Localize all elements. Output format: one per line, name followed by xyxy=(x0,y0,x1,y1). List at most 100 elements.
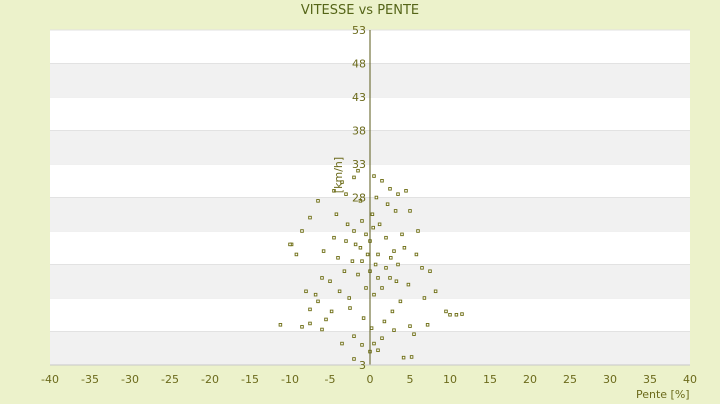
data-point xyxy=(420,266,424,270)
x-tick-label: -40 xyxy=(41,373,59,386)
data-point xyxy=(328,279,332,284)
data-point xyxy=(352,229,356,233)
data-point xyxy=(313,292,318,297)
axes xyxy=(50,30,690,366)
data-point xyxy=(376,252,380,257)
data-point xyxy=(384,266,388,270)
data-point xyxy=(394,279,399,284)
x-tick-label: -5 xyxy=(325,373,336,386)
data-point xyxy=(308,215,312,220)
data-point xyxy=(334,212,339,216)
data-point xyxy=(372,174,376,178)
data-point xyxy=(364,232,368,237)
y-tick-label: 3 xyxy=(359,359,366,372)
data-point xyxy=(376,348,380,353)
data-point xyxy=(370,212,375,216)
data-point xyxy=(376,276,380,280)
data-point xyxy=(406,282,411,287)
data-point xyxy=(408,209,412,213)
y-tick-label: 53 xyxy=(352,24,366,37)
data-point xyxy=(422,296,427,300)
data-point xyxy=(300,229,304,233)
data-point xyxy=(352,357,356,361)
data-point xyxy=(350,259,355,263)
data-point xyxy=(433,289,438,294)
data-point xyxy=(320,327,324,332)
data-point xyxy=(384,235,388,240)
x-tick-label: 35 xyxy=(643,373,657,386)
data-point xyxy=(369,326,374,330)
data-point xyxy=(448,313,452,317)
data-point xyxy=(353,242,358,247)
data-point xyxy=(404,189,408,193)
data-point xyxy=(329,309,334,314)
data-point xyxy=(454,313,459,317)
data-point xyxy=(356,272,360,277)
y-axis-label: [km/h] xyxy=(332,157,345,193)
x-tick-label: 5 xyxy=(407,373,414,386)
data-point xyxy=(316,199,320,203)
y-tick-label: 28 xyxy=(352,192,366,205)
chart-title: VITESSE vs PENTE xyxy=(301,3,419,18)
data-point xyxy=(402,245,407,250)
data-point xyxy=(304,289,308,294)
x-tick-labels: -40 -35 -30 -25 -20 -15 -10 -5 0 5 10 15 20 25 30 35 40 xyxy=(41,373,697,386)
data-point xyxy=(374,195,379,200)
data-point xyxy=(393,209,398,213)
y-tick-label: 43 xyxy=(352,91,366,104)
data-point xyxy=(360,259,364,263)
data-point xyxy=(344,192,348,196)
data-point xyxy=(360,343,364,347)
data-point xyxy=(409,355,414,359)
data-point xyxy=(390,309,395,314)
data-point xyxy=(414,252,419,257)
data-point xyxy=(444,309,448,314)
data-point xyxy=(380,178,384,183)
data-point xyxy=(400,232,404,237)
data-point xyxy=(396,192,400,196)
data-point xyxy=(294,252,299,257)
data-point xyxy=(425,323,430,327)
data-point xyxy=(385,202,390,206)
x-axis-label: Pente [%] xyxy=(636,388,690,400)
data-point xyxy=(308,321,312,326)
data-point xyxy=(300,325,304,329)
data-point xyxy=(278,323,283,327)
data-point xyxy=(380,336,384,340)
data-point xyxy=(352,334,356,338)
data-point xyxy=(365,252,370,257)
data-point xyxy=(371,225,375,230)
data-point xyxy=(340,341,344,346)
data-point xyxy=(340,180,344,184)
data-point xyxy=(388,276,392,280)
data-point xyxy=(288,242,292,247)
data-point xyxy=(336,256,340,260)
x-tick-label: 25 xyxy=(563,373,577,386)
data-point xyxy=(361,316,366,320)
x-tick-label: 40 xyxy=(683,373,697,386)
data-point xyxy=(324,317,328,322)
data-point xyxy=(364,286,368,290)
x-tick-label: 15 xyxy=(483,373,497,386)
data-point xyxy=(352,175,356,180)
data-point xyxy=(345,222,350,227)
y-tick-label: 33 xyxy=(352,158,366,171)
data-point xyxy=(373,262,378,267)
data-point xyxy=(408,324,412,328)
data-point xyxy=(308,307,312,312)
data-point xyxy=(382,319,387,324)
data-point xyxy=(372,341,376,346)
data-point xyxy=(412,332,416,336)
data-point xyxy=(321,249,326,253)
data-point xyxy=(337,289,342,294)
data-point xyxy=(416,229,420,233)
data-point xyxy=(372,292,376,297)
data-point xyxy=(332,235,336,240)
data-point xyxy=(388,187,392,191)
data-point xyxy=(360,219,364,223)
data-point xyxy=(316,299,320,304)
y-tick-label: 48 xyxy=(352,58,366,71)
x-tick-label: -15 xyxy=(241,373,259,386)
